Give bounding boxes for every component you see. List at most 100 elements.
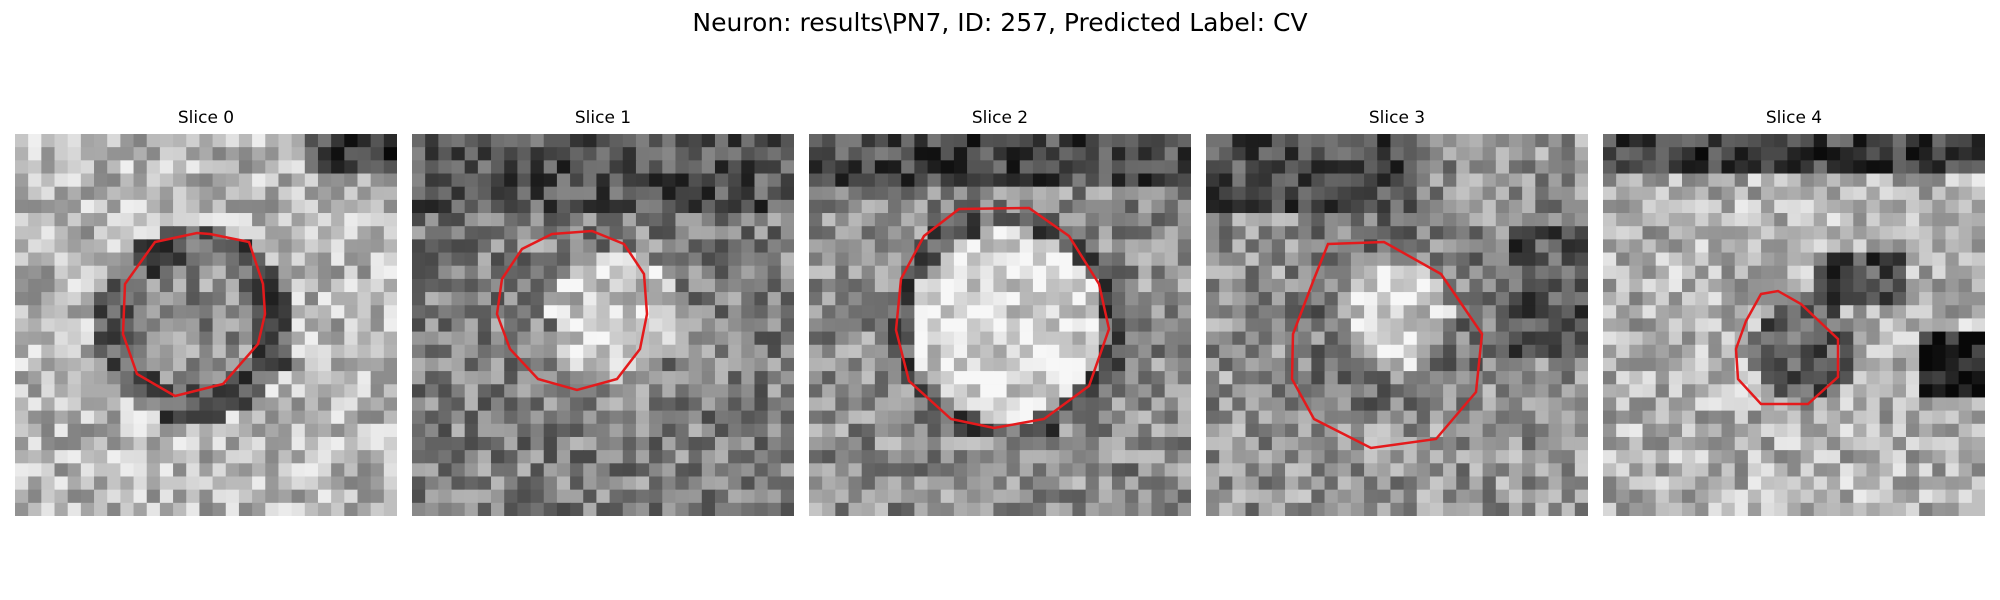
pixel	[1164, 186, 1179, 201]
pixel	[225, 436, 240, 451]
pixel	[120, 134, 135, 148]
pixel	[675, 502, 690, 516]
pixel	[1482, 397, 1497, 412]
pixel	[1682, 239, 1696, 254]
pixel	[1019, 476, 1034, 491]
pixel	[596, 278, 611, 293]
pixel	[1151, 186, 1166, 201]
pixel	[835, 134, 850, 148]
pixel	[80, 292, 95, 306]
pixel	[1682, 199, 1696, 214]
pixel	[1642, 384, 1657, 399]
pixel	[1111, 463, 1126, 478]
pixel	[1177, 410, 1191, 425]
pixel	[1734, 278, 1749, 293]
pixel	[927, 199, 942, 214]
pixel	[412, 226, 426, 240]
pixel	[1958, 160, 1973, 175]
pixel	[861, 463, 876, 478]
pixel	[675, 292, 690, 306]
pixel	[1271, 160, 1286, 175]
pixel	[1932, 410, 1947, 425]
pixel	[1219, 423, 1233, 438]
pixel	[1245, 318, 1260, 333]
pixel	[1522, 160, 1536, 175]
pixel	[1958, 371, 1973, 385]
pixel	[1164, 292, 1179, 306]
pixel	[1813, 252, 1828, 267]
pixel	[835, 186, 850, 201]
pixel	[1151, 239, 1166, 254]
pixel	[1324, 476, 1339, 491]
pixel	[1311, 384, 1326, 399]
pixel	[662, 199, 677, 214]
pixel	[1219, 502, 1233, 516]
pixel	[556, 199, 571, 214]
pixel	[477, 265, 492, 280]
slice-image-2	[809, 134, 1191, 516]
pixel	[146, 265, 161, 280]
pixel	[517, 305, 532, 320]
pixel	[265, 147, 280, 161]
pixel	[1164, 239, 1179, 254]
pixel	[225, 160, 240, 175]
pixel	[967, 331, 981, 346]
pixel	[1482, 239, 1497, 254]
pixel	[1219, 160, 1233, 175]
pixel	[1708, 463, 1723, 478]
pixel	[1206, 410, 1220, 425]
pixel	[714, 463, 729, 478]
pixel	[1892, 173, 1907, 188]
pixel	[767, 410, 782, 425]
pixel	[67, 489, 82, 504]
pixel	[67, 450, 82, 464]
pixel	[491, 489, 505, 504]
pixel	[1377, 423, 1392, 438]
pixel	[1535, 305, 1550, 320]
pixel	[1787, 173, 1802, 188]
pixel	[80, 213, 95, 227]
pixel	[822, 371, 836, 385]
pixel	[1072, 331, 1087, 346]
pixel	[848, 502, 863, 516]
pixel	[1443, 160, 1457, 175]
pixel	[107, 397, 121, 412]
pixel	[1098, 397, 1113, 412]
pixel	[1482, 199, 1497, 214]
pixel	[967, 318, 981, 333]
pixel	[767, 173, 782, 188]
pixel	[212, 213, 227, 227]
pixel	[822, 384, 836, 399]
pixel	[265, 239, 280, 254]
pixel	[1734, 186, 1749, 201]
pixel	[41, 357, 56, 372]
pixel	[438, 252, 453, 267]
pixel	[1866, 252, 1881, 267]
pixel	[278, 265, 293, 280]
pixel	[1616, 476, 1630, 491]
pixel	[1682, 463, 1696, 478]
pixel	[675, 436, 690, 451]
pixel	[357, 292, 372, 306]
pixel	[357, 384, 372, 399]
pixel	[809, 410, 823, 425]
pixel	[186, 265, 201, 280]
pixel	[477, 502, 492, 516]
pixel	[291, 397, 306, 412]
pixel	[133, 331, 148, 346]
pixel	[809, 292, 823, 306]
pixel	[1695, 318, 1709, 333]
pixel	[225, 213, 240, 227]
pixel	[1866, 265, 1881, 280]
pixel	[1548, 160, 1563, 175]
pixel	[1443, 318, 1457, 333]
pixel	[1032, 173, 1047, 188]
pixel	[1747, 265, 1762, 280]
pixel	[357, 423, 372, 438]
pixel	[54, 318, 69, 333]
pixel	[940, 134, 955, 148]
pixel	[344, 463, 359, 478]
pixel	[1125, 305, 1139, 320]
pixel	[278, 476, 293, 491]
pixel	[543, 173, 558, 188]
